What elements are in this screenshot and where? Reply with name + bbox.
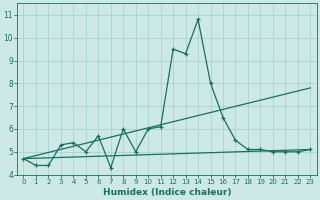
X-axis label: Humidex (Indice chaleur): Humidex (Indice chaleur) [103,188,231,197]
